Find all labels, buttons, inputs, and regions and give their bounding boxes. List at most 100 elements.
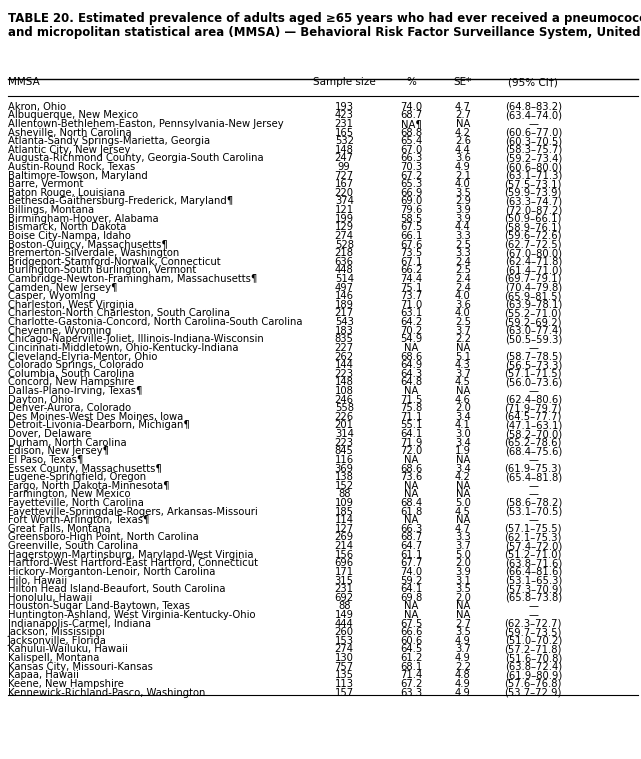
- Text: 68.4: 68.4: [401, 498, 422, 508]
- Text: 2.0: 2.0: [455, 559, 470, 568]
- Text: 66.6: 66.6: [401, 627, 422, 638]
- Text: (63.4–74.0): (63.4–74.0): [505, 110, 562, 121]
- Text: 68.7: 68.7: [401, 110, 422, 121]
- Text: 64.3: 64.3: [401, 369, 422, 379]
- Text: 2.9: 2.9: [455, 197, 470, 206]
- Text: Kalispell, Montana: Kalispell, Montana: [8, 653, 99, 663]
- Text: 2.0: 2.0: [455, 403, 470, 413]
- Text: 260: 260: [335, 627, 354, 638]
- Text: 149: 149: [335, 610, 354, 620]
- Text: 3.3: 3.3: [455, 231, 470, 241]
- Text: 201: 201: [335, 420, 354, 430]
- Text: Columbia, South Carolina: Columbia, South Carolina: [8, 369, 134, 379]
- Text: NA: NA: [456, 610, 470, 620]
- Text: 67.5: 67.5: [401, 619, 422, 628]
- Text: 2.4: 2.4: [455, 282, 470, 293]
- Text: (59.2–69.2): (59.2–69.2): [504, 317, 562, 327]
- Text: 68.8: 68.8: [401, 128, 422, 137]
- Text: (64.8–83.2): (64.8–83.2): [505, 102, 562, 112]
- Text: 171: 171: [335, 567, 354, 577]
- Text: 3.4: 3.4: [455, 464, 470, 474]
- Text: 66.3: 66.3: [401, 153, 422, 163]
- Text: NA: NA: [404, 455, 419, 465]
- Text: 217: 217: [335, 308, 354, 319]
- Text: 66.3: 66.3: [401, 524, 422, 534]
- Text: 845: 845: [335, 446, 354, 456]
- Text: 3.4: 3.4: [455, 412, 470, 422]
- Text: Colorado Springs, Colorado: Colorado Springs, Colorado: [8, 361, 144, 370]
- Text: %: %: [406, 77, 417, 87]
- Text: 66.9: 66.9: [401, 188, 422, 198]
- Text: 153: 153: [335, 636, 354, 646]
- Text: Dallas-Plano-Irving, Texas¶: Dallas-Plano-Irving, Texas¶: [8, 386, 142, 396]
- Text: 99: 99: [338, 162, 351, 172]
- Text: —: —: [528, 386, 538, 396]
- Text: 218: 218: [335, 248, 354, 258]
- Text: 67.6: 67.6: [401, 240, 422, 250]
- Text: (58.9–76.1): (58.9–76.1): [504, 222, 562, 232]
- Text: NA: NA: [456, 601, 470, 611]
- Text: 54.9: 54.9: [401, 334, 422, 345]
- Text: 148: 148: [335, 145, 354, 155]
- Text: Cincinnati-Middletown, Ohio-Kentucky-Indiana: Cincinnati-Middletown, Ohio-Kentucky-Ind…: [8, 343, 238, 353]
- Text: 64.1: 64.1: [401, 429, 422, 439]
- Text: 67.1: 67.1: [401, 257, 422, 266]
- Text: 3.7: 3.7: [455, 541, 470, 551]
- Text: (53.1–70.5): (53.1–70.5): [504, 506, 562, 517]
- Text: 4.5: 4.5: [455, 506, 470, 517]
- Text: (53.7–72.9): (53.7–72.9): [504, 688, 562, 698]
- Text: 223: 223: [335, 438, 354, 448]
- Text: 247: 247: [335, 153, 354, 163]
- Text: 231: 231: [335, 584, 354, 594]
- Text: 2.7: 2.7: [455, 619, 470, 628]
- Text: 223: 223: [335, 369, 354, 379]
- Text: (53.1–65.3): (53.1–65.3): [504, 575, 562, 585]
- Text: 3.9: 3.9: [455, 205, 470, 215]
- Text: 55.1: 55.1: [401, 420, 422, 430]
- Text: Charleston-North Charleston, South Carolina: Charleston-North Charleston, South Carol…: [8, 308, 229, 319]
- Text: Greenville, South Carolina: Greenville, South Carolina: [8, 541, 138, 551]
- Text: 3.0: 3.0: [455, 429, 470, 439]
- Text: 71.5: 71.5: [401, 395, 422, 405]
- Text: 3.5: 3.5: [455, 188, 470, 198]
- Text: 3.3: 3.3: [455, 248, 470, 258]
- Text: 60.6: 60.6: [401, 636, 422, 646]
- Text: 71.0: 71.0: [401, 300, 422, 310]
- Text: 369: 369: [335, 464, 354, 474]
- Text: (62.3–72.7): (62.3–72.7): [504, 619, 562, 628]
- Text: SE*: SE*: [454, 77, 472, 87]
- Text: 3.6: 3.6: [455, 300, 470, 310]
- Text: Edison, New Jersey¶: Edison, New Jersey¶: [8, 446, 109, 456]
- Text: 558: 558: [335, 403, 354, 413]
- Text: 2.7: 2.7: [455, 110, 470, 121]
- Text: 138: 138: [335, 472, 354, 482]
- Text: 67.5: 67.5: [401, 222, 422, 232]
- Text: 2.2: 2.2: [455, 662, 470, 672]
- Text: NA: NA: [404, 343, 419, 353]
- Text: 5.0: 5.0: [455, 550, 470, 559]
- Text: 4.7: 4.7: [455, 524, 470, 534]
- Text: 73.6: 73.6: [401, 472, 422, 482]
- Text: (69.7–79.1): (69.7–79.1): [504, 274, 562, 284]
- Text: (57.1–71.5): (57.1–71.5): [504, 369, 562, 379]
- Text: Camden, New Jersey¶: Camden, New Jersey¶: [8, 282, 117, 293]
- Text: 88: 88: [338, 490, 351, 499]
- Text: Boston-Quincy, Massachusetts¶: Boston-Quincy, Massachusetts¶: [8, 240, 167, 250]
- Text: 71.1: 71.1: [401, 412, 422, 422]
- Text: 226: 226: [335, 412, 354, 422]
- Text: NA: NA: [456, 455, 470, 465]
- Text: (63.8–71.6): (63.8–71.6): [504, 559, 562, 568]
- Text: 65.3: 65.3: [401, 179, 422, 189]
- Text: El Paso, Texas¶: El Paso, Texas¶: [8, 455, 83, 465]
- Text: 636: 636: [335, 257, 354, 266]
- Text: 246: 246: [335, 395, 354, 405]
- Text: Honolulu, Hawaii: Honolulu, Hawaii: [8, 593, 92, 603]
- Text: (57.4–72.0): (57.4–72.0): [504, 541, 562, 551]
- Text: (65.8–73.8): (65.8–73.8): [504, 593, 562, 603]
- Text: 4.9: 4.9: [455, 636, 470, 646]
- Text: Akron, Ohio: Akron, Ohio: [8, 102, 66, 112]
- Text: 315: 315: [335, 575, 354, 585]
- Text: Hilton Head Island-Beaufort, South Carolina: Hilton Head Island-Beaufort, South Carol…: [8, 584, 225, 594]
- Text: (66.4–81.6): (66.4–81.6): [504, 567, 562, 577]
- Text: Cleveland-Elyria-Mentor, Ohio: Cleveland-Elyria-Mentor, Ohio: [8, 351, 157, 361]
